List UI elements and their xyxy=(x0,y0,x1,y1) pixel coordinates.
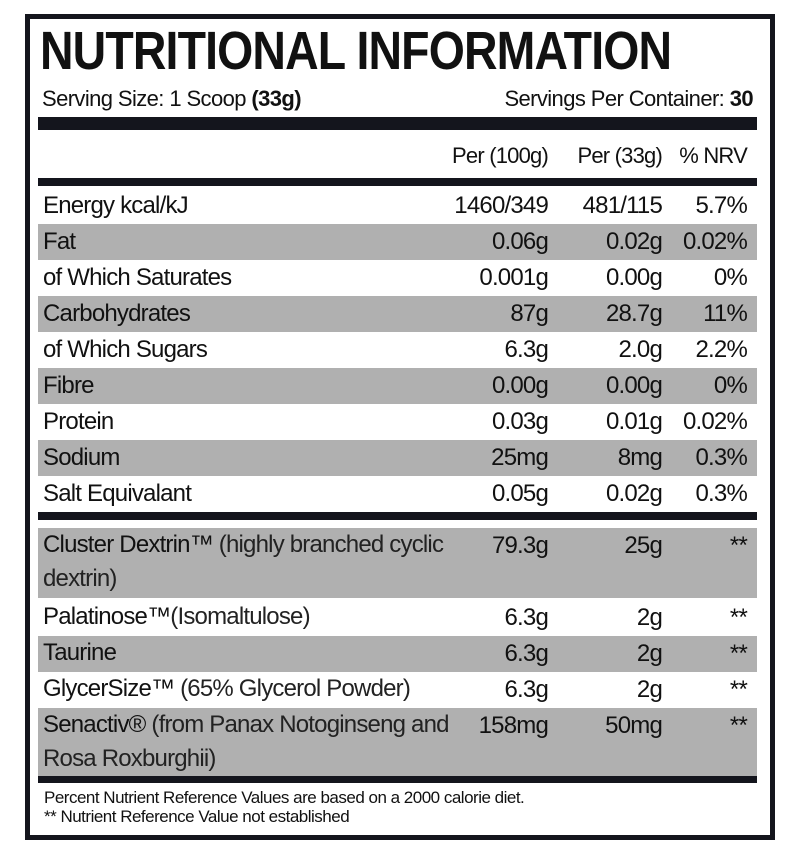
nutrient-name: of Which Saturates xyxy=(43,264,232,291)
per100-value: 0.03g xyxy=(491,408,549,435)
ingredient-title: Taurine xyxy=(43,639,117,666)
footnote: ** Nutrient Reference Value not establis… xyxy=(44,807,350,826)
nutrient-row: Salt Equivalant 0.05g 0.02g 0.3% xyxy=(38,476,757,512)
divider-bar xyxy=(38,776,757,783)
per33-value: 8mg xyxy=(617,444,663,471)
serving-size-value: (33g) xyxy=(251,86,301,111)
ingredient-name: Palatinose™(Isomaltulose) xyxy=(43,600,483,634)
per33-value: 2.0g xyxy=(618,336,662,363)
servings-value: 30 xyxy=(729,86,754,111)
ingredient-row: Senactiv® (from Panax Notoginseng and Ro… xyxy=(38,708,757,776)
per33-value: 0.01g xyxy=(605,408,663,435)
col-nrv: % NRV xyxy=(679,143,748,168)
per100-value: 25mg xyxy=(491,444,549,471)
nutrient-name: Sodium xyxy=(43,444,120,471)
ingredient-description: (65% Glycerol Powder) xyxy=(174,675,411,702)
ingredient-title: Palatinose™ xyxy=(43,603,171,630)
per33-value: 2g xyxy=(636,604,663,631)
per33-value: 0.00g xyxy=(605,372,663,399)
nrv-value: 0.3% xyxy=(695,444,747,471)
per100-value: 158mg xyxy=(478,712,549,739)
nutrient-row: Fibre 0.00g 0.00g 0% xyxy=(38,368,757,404)
nutrient-name: Fat xyxy=(43,228,76,255)
nrv-value: 5.7% xyxy=(695,192,747,219)
per100-value: 0.001g xyxy=(479,264,548,291)
per100-value: 6.3g xyxy=(504,676,548,703)
nutrient-name: Carbohydrates xyxy=(43,300,191,327)
nutrient-name: of Which Sugars xyxy=(43,336,208,363)
footnote: Percent Nutrient Reference Values are ba… xyxy=(44,788,525,807)
nrv-value: ** xyxy=(729,676,748,703)
nutrient-row: Energy kcal/kJ 1460/349 481/115 5.7% xyxy=(38,188,757,224)
per100-value: 0.00g xyxy=(491,372,549,399)
nutrient-name: Salt Equivalant xyxy=(43,480,192,507)
label-border xyxy=(25,14,775,840)
per100-value: 6.3g xyxy=(504,640,548,667)
ingredient-name: Senactiv® (from Panax Notoginseng and Ro… xyxy=(43,708,483,776)
nrv-value: ** xyxy=(729,604,748,631)
ingredient-title: Cluster Dextrin™ xyxy=(43,531,214,558)
label-title: NUTRITIONAL INFORMATION xyxy=(40,21,672,81)
nutrient-row: of Which Saturates 0.001g 0.00g 0% xyxy=(38,260,757,296)
nutrient-name: Protein xyxy=(43,408,114,435)
ingredient-description: (from Panax Notoginseng and Rosa Roxburg… xyxy=(43,711,449,772)
col-per33: Per (33g) xyxy=(577,143,662,168)
per100-value: 0.05g xyxy=(491,480,549,507)
per33-value: 28.7g xyxy=(605,300,663,327)
nrv-value: 0% xyxy=(713,264,748,291)
per33-value: 25g xyxy=(624,532,662,559)
nutrient-name: Energy kcal/kJ xyxy=(43,192,189,219)
per33-value: 50mg xyxy=(605,712,663,739)
ingredient-row: Cluster Dextrin™ (highly branched cyclic… xyxy=(38,528,757,598)
ingredient-description: (Isomaltulose) xyxy=(170,603,310,630)
ingredient-title: GlycerSize™ xyxy=(43,675,175,702)
servings-per-container: Servings Per Container: 30 xyxy=(504,86,753,112)
ingredient-name: Cluster Dextrin™ (highly branched cyclic… xyxy=(43,528,483,596)
per33-value: 0.00g xyxy=(605,264,663,291)
nrv-value: ** xyxy=(729,532,748,559)
serving-size: Serving Size: 1 Scoop (33g) xyxy=(42,86,302,112)
nutrient-row: Carbohydrates 87g 28.7g 11% xyxy=(38,296,757,332)
nutrient-row: of Which Sugars 6.3g 2.0g 2.2% xyxy=(38,332,757,368)
per100-value: 1460/349 xyxy=(454,192,549,219)
serving-size-label: Serving Size: 1 Scoop xyxy=(42,86,252,111)
ingredient-name: GlycerSize™ (65% Glycerol Powder) xyxy=(43,672,483,706)
per33-value: 2g xyxy=(636,676,663,703)
per33-value: 0.02g xyxy=(605,480,663,507)
nrv-value: 0% xyxy=(713,372,748,399)
servings-label: Servings Per Container: xyxy=(504,86,730,111)
nrv-value: 0.02% xyxy=(682,408,748,435)
per33-value: 0.02g xyxy=(605,228,663,255)
divider-bar xyxy=(38,178,757,186)
nrv-value: 0.02% xyxy=(682,228,748,255)
per100-value: 6.3g xyxy=(504,336,548,363)
nutrient-name: Fibre xyxy=(43,372,94,399)
ingredient-title: Senactiv® xyxy=(43,711,146,738)
nutrient-row: Fat 0.06g 0.02g 0.02% xyxy=(38,224,757,260)
per100-value: 0.06g xyxy=(491,228,549,255)
nutrient-row: Sodium 25mg 8mg 0.3% xyxy=(38,440,757,476)
col-per100: Per (100g) xyxy=(452,143,549,168)
per100-value: 87g xyxy=(510,300,548,327)
ingredient-description: (highly branched cyclic dextrin) xyxy=(43,531,444,592)
nrv-value: ** xyxy=(729,712,748,739)
per100-value: 79.3g xyxy=(491,532,549,559)
nutrient-row: Protein 0.03g 0.01g 0.02% xyxy=(38,404,757,440)
ingredient-row: Palatinose™(Isomaltulose) 6.3g 2g ** xyxy=(38,600,757,636)
ingredient-row: Taurine 6.3g 2g ** xyxy=(38,636,757,672)
per100-value: 6.3g xyxy=(504,604,548,631)
nrv-value: ** xyxy=(729,640,748,667)
nrv-value: 2.2% xyxy=(695,336,747,363)
per33-value: 481/115 xyxy=(582,192,663,219)
ingredient-name: Taurine xyxy=(43,636,483,670)
ingredient-row: GlycerSize™ (65% Glycerol Powder) 6.3g 2g *… xyxy=(38,672,757,708)
per33-value: 2g xyxy=(636,640,663,667)
divider-bar xyxy=(38,117,757,130)
column-header-row: Per (100g) Per (33g) % NRV xyxy=(38,138,757,174)
divider-bar xyxy=(38,512,757,520)
nrv-value: 11% xyxy=(703,300,748,327)
nrv-value: 0.3% xyxy=(695,480,747,507)
